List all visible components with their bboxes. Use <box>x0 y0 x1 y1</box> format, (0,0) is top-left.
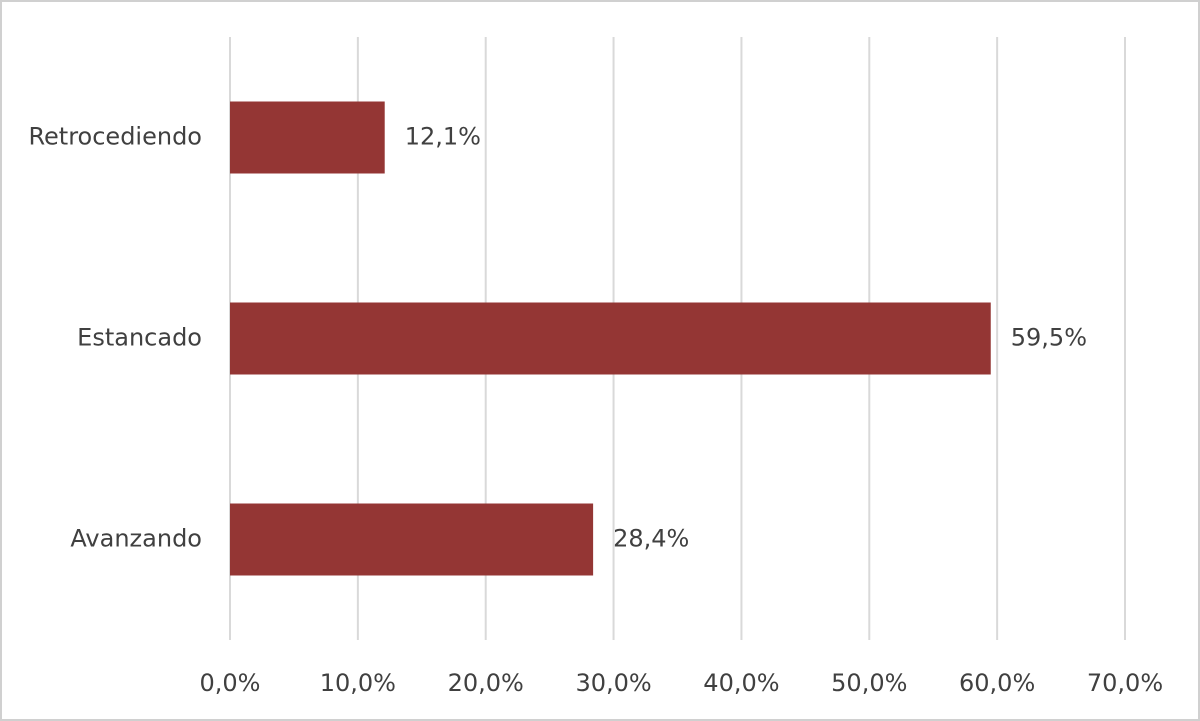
x-tick-label: 60,0% <box>959 669 1035 697</box>
x-tick-label: 70,0% <box>1087 669 1163 697</box>
x-tick-label: 10,0% <box>320 669 396 697</box>
data-label: 28,4% <box>613 525 689 553</box>
bar <box>230 302 991 375</box>
bar <box>230 503 594 576</box>
x-tick-label: 50,0% <box>831 669 907 697</box>
data-label: 59,5% <box>1011 324 1087 352</box>
x-tick-label: 0,0% <box>200 669 261 697</box>
x-tick-label: 40,0% <box>703 669 779 697</box>
bar <box>230 101 385 174</box>
x-tick-label: 30,0% <box>575 669 651 697</box>
data-label: 12,1% <box>405 123 481 151</box>
y-tick-label: Retrocediendo <box>28 123 202 151</box>
x-tick-label: 20,0% <box>448 669 524 697</box>
y-tick-label: Avanzando <box>70 525 202 553</box>
y-tick-label: Estancado <box>77 324 202 352</box>
